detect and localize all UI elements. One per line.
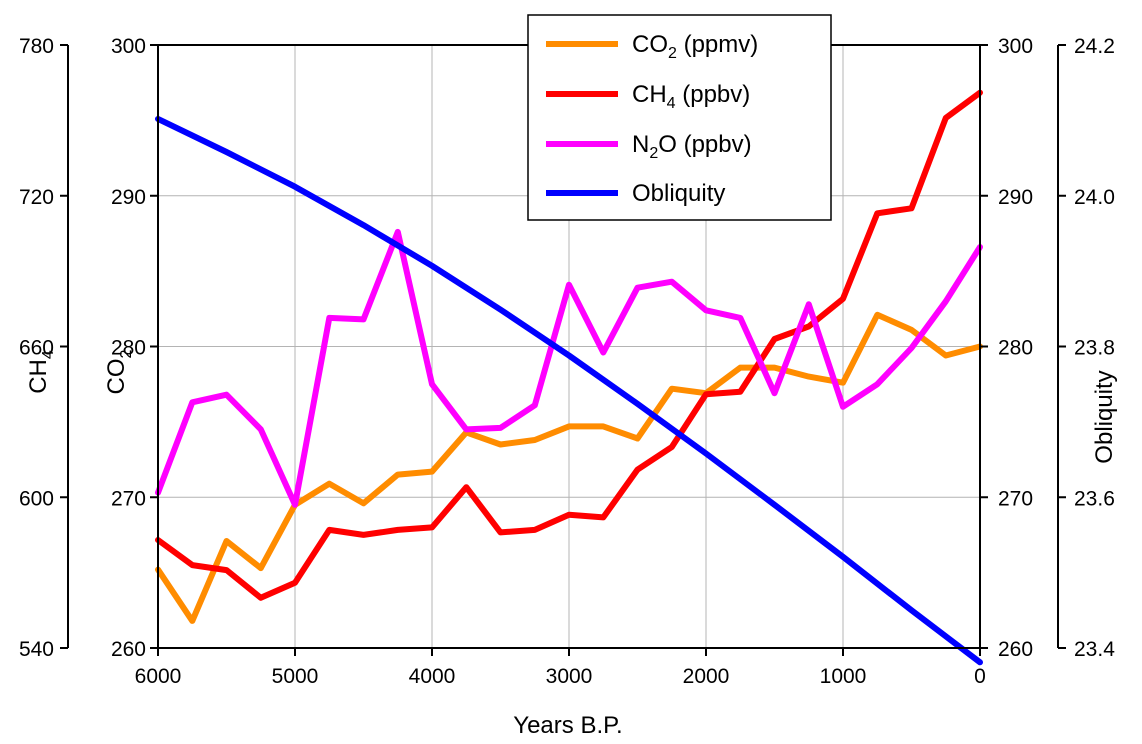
x-tick-label: 3000 <box>546 665 593 688</box>
legend-label-obliquity: Obliquity <box>632 180 725 207</box>
obliquity-tick-label: 24.0 <box>1074 186 1115 209</box>
obliquity-axis-title: Obliquity <box>1091 370 1118 463</box>
legend-label-co2: CO2 (ppmv) <box>632 31 758 62</box>
x-tick-label: 1000 <box>820 665 867 688</box>
co2-right-tick-label: 290 <box>998 186 1033 209</box>
obliquity-tick-label: 23.4 <box>1074 638 1115 661</box>
ch4-tick-label: 600 <box>19 487 54 510</box>
x-tick-label: 6000 <box>135 665 182 688</box>
legend: CO2 (ppmv) CH4 (ppbv) N2O (ppbv) Obliqui… <box>527 14 832 221</box>
legend-label-ch4: CH4 (ppbv) <box>632 81 750 112</box>
obliquity-tick-label: 23.8 <box>1074 337 1115 360</box>
x-tick-label: 4000 <box>409 665 456 688</box>
series-layer <box>155 89 983 666</box>
x-tick-label: 5000 <box>272 665 319 688</box>
co2-right-tick-label: 270 <box>998 487 1033 510</box>
ch4-tick-label: 720 <box>19 186 54 209</box>
co2-tick-label: 290 <box>111 186 146 209</box>
series-line-n2o <box>155 228 983 508</box>
obliquity-tick-label: 24.2 <box>1074 35 1115 58</box>
co2-right-tick-label: 260 <box>998 638 1033 661</box>
co2-tick-label: 280 <box>111 337 146 360</box>
obliquity-tick-label: 23.6 <box>1074 487 1115 510</box>
legend-box <box>527 14 832 221</box>
co2-right-tick-label: 280 <box>998 337 1033 360</box>
series-line-obliquity <box>155 115 983 666</box>
co2-tick-label: 300 <box>111 35 146 58</box>
x-axis-title: Years B.P. <box>513 712 622 739</box>
co2-right-tick-label: 300 <box>998 35 1033 58</box>
co2-axis-title: CO2 <box>103 349 135 394</box>
ch4-tick-label: 660 <box>19 337 54 360</box>
ch4-axis-title: CH4 <box>25 350 57 394</box>
series-line-ch4 <box>155 89 983 601</box>
co2-tick-label: 260 <box>111 638 146 661</box>
legend-label-n2o: N2O (ppbv) <box>632 131 752 162</box>
axis-layer: 6000 5000 4000 3000 2000 1000 0 540 600 660 720 780… <box>19 35 1115 688</box>
ch4-tick-label: 540 <box>19 638 54 661</box>
ch4-tick-label: 780 <box>19 35 54 58</box>
x-tick-label: 2000 <box>683 665 730 688</box>
co2-tick-label: 270 <box>111 487 146 510</box>
x-tick-label: 0 <box>974 665 986 688</box>
